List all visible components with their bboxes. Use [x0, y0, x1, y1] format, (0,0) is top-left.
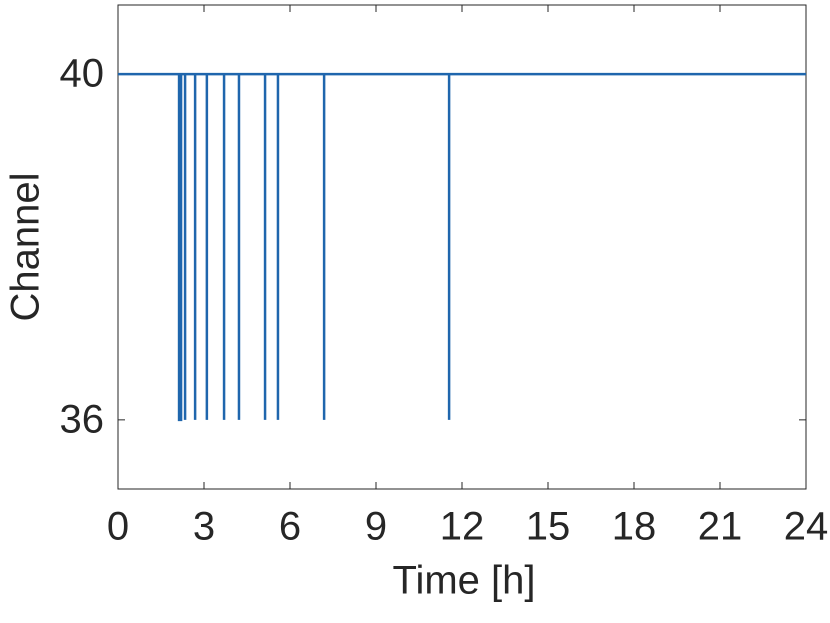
y-tick-label: 36 — [60, 397, 105, 441]
x-tick-label: 18 — [612, 505, 657, 549]
y-axis-label: Channel — [4, 172, 48, 321]
y-tick-label: 40 — [60, 52, 105, 96]
data-line — [118, 72, 806, 422]
x-tick-label: 3 — [193, 505, 215, 549]
axes-frame — [117, 4, 807, 490]
x-axis-label: Time [h] — [393, 559, 536, 603]
x-tick-label: 9 — [365, 505, 387, 549]
x-tick-label: 6 — [279, 505, 301, 549]
x-tick-label: 21 — [698, 505, 743, 549]
x-tick-label: 0 — [107, 505, 129, 549]
x-tick-label: 12 — [440, 505, 485, 549]
x-tick-label: 24 — [784, 505, 829, 549]
x-tick-label: 15 — [526, 505, 571, 549]
